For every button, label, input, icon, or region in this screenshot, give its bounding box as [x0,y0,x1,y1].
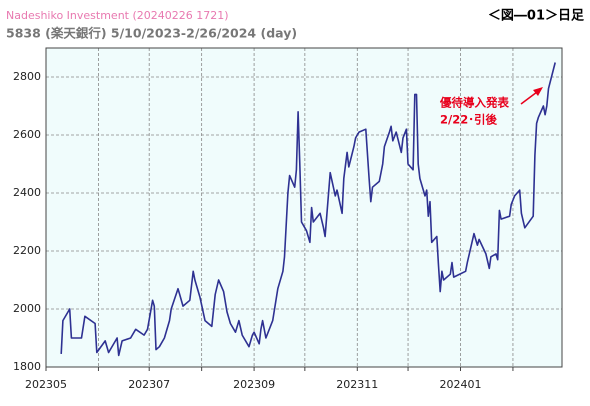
y-tick-label: 1800 [13,360,41,373]
x-tick-label: 202307 [128,378,170,391]
y-tick-label: 2800 [13,70,41,83]
plot-area [46,48,562,367]
figure-label: ＜図―01＞日足 [488,9,585,24]
annotation: 優待導入発表 [439,96,509,110]
annotation: 2/22･引後 [440,113,497,127]
x-tick-label: 202311 [336,378,378,391]
y-tick-label: 2600 [13,128,41,141]
y-tick-label: 2200 [13,244,41,257]
x-tick-label: 202305 [25,378,67,391]
annotation-arrowhead [533,87,543,96]
x-tick-label: 202401 [439,378,481,391]
plot-border [45,47,563,368]
x-tick-label: 202309 [233,378,275,391]
y-tick-label: 2400 [13,186,41,199]
chart-subtitle: 5838 (楽天銀行) 5/10/2023-2/26/2024 (day) [6,26,297,41]
chart-title: Nadeshiko Investment (20240226 1721) [6,9,229,22]
annotation-arrow [520,91,538,105]
price-line [60,62,556,357]
y-tick-label: 2000 [13,302,41,315]
